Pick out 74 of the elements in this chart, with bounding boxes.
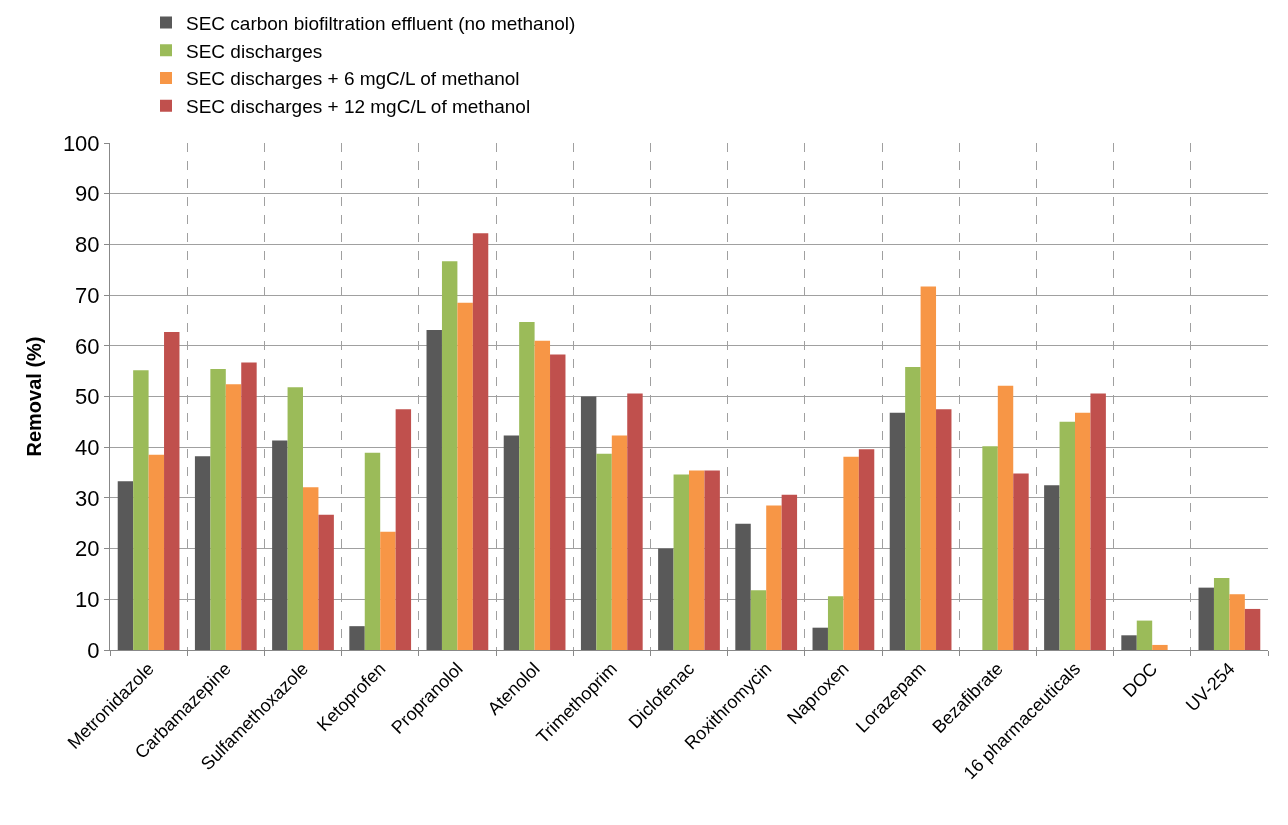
- bar: [164, 332, 180, 650]
- bar: [812, 627, 828, 650]
- bar: [194, 456, 211, 650]
- y-tick-label: 80: [75, 232, 100, 258]
- bar: [395, 409, 412, 650]
- bar: [889, 412, 906, 650]
- bar: [318, 514, 334, 650]
- bar: [441, 261, 458, 650]
- y-tick-label: 60: [75, 333, 100, 359]
- bar: [117, 481, 134, 650]
- bar: [472, 233, 489, 650]
- bar: [287, 387, 303, 650]
- bar: [936, 409, 952, 650]
- bar: [534, 340, 551, 650]
- y-axis-title: Removal (%): [23, 336, 46, 457]
- bar: [843, 456, 859, 650]
- bar: [673, 474, 689, 650]
- bar: [689, 470, 705, 650]
- y-tick-label: 70: [75, 282, 100, 308]
- bar: [1229, 594, 1245, 650]
- bar: [503, 435, 520, 650]
- bar: [1090, 393, 1106, 650]
- legend-label: SEC discharges: [186, 40, 323, 62]
- bar: [364, 452, 381, 650]
- y-tick-label: 10: [75, 587, 100, 612]
- bar: [920, 286, 937, 650]
- bar: [1013, 473, 1029, 650]
- bar: [982, 446, 998, 650]
- bar: [303, 487, 319, 650]
- y-tick-label: 50: [75, 384, 100, 410]
- bar: [1044, 485, 1060, 650]
- bar: [210, 369, 226, 650]
- bar: [272, 440, 288, 650]
- bar: [658, 548, 674, 650]
- y-tick-label: 40: [75, 434, 100, 460]
- y-tick-label: 100: [62, 130, 100, 156]
- bar: [133, 370, 149, 650]
- bar: [1121, 635, 1137, 650]
- bar: [611, 435, 628, 650]
- bar: [519, 321, 535, 650]
- bar: [426, 330, 442, 650]
- bar: [349, 626, 365, 650]
- legend-label: SEC discharges + 6 mgC/L of methanol: [186, 68, 520, 90]
- bar: [858, 449, 875, 650]
- bar: [380, 531, 396, 650]
- y-tick-label: 20: [75, 536, 100, 562]
- bar: [1244, 608, 1261, 650]
- bar: [148, 454, 165, 650]
- bar: [241, 362, 257, 650]
- bar: [1075, 412, 1091, 650]
- bar: [766, 505, 782, 650]
- y-tick-label: 0: [87, 637, 100, 663]
- bar: [225, 384, 242, 650]
- bar: [596, 453, 612, 650]
- y-tick-label: 30: [75, 485, 100, 511]
- bar: [627, 393, 643, 650]
- legend-label: SEC discharges + 12 mgC/L of methanol: [186, 96, 531, 118]
- bar: [457, 302, 473, 650]
- legend-label: SEC carbon biofiltration effluent (no methanol): [186, 12, 576, 34]
- bar: [1198, 587, 1214, 650]
- bar: [781, 494, 798, 650]
- bar: [997, 385, 1014, 650]
- bar: [750, 590, 767, 650]
- bar: [1136, 620, 1153, 650]
- bar: [704, 470, 720, 650]
- bar: [1059, 421, 1075, 650]
- bar: [580, 396, 597, 650]
- bar: [735, 523, 751, 650]
- bar: [905, 367, 921, 650]
- bar: [827, 596, 844, 650]
- bar: [1213, 578, 1230, 650]
- y-tick-label: 90: [75, 181, 100, 207]
- bar: [550, 354, 566, 650]
- bar: [1152, 644, 1168, 650]
